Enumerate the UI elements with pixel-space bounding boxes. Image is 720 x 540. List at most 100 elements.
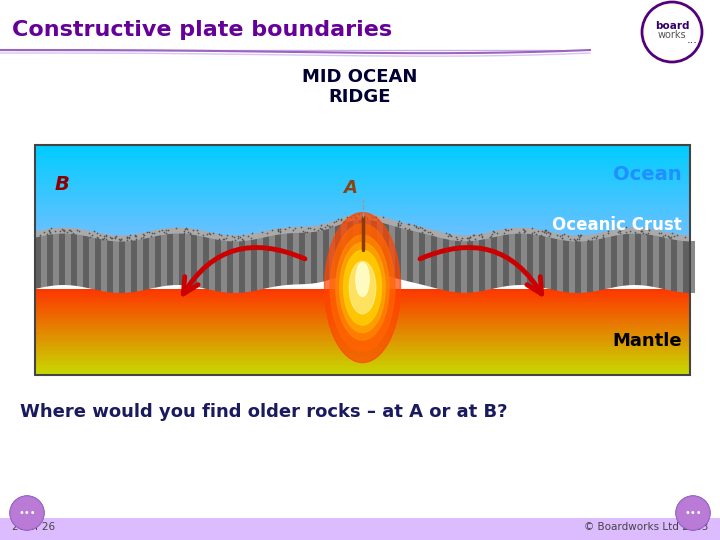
Polygon shape <box>455 240 461 293</box>
Bar <box>35 154 690 156</box>
Circle shape <box>11 497 43 529</box>
Point <box>653 229 665 238</box>
Bar <box>35 195 690 198</box>
Point <box>451 235 462 244</box>
Point <box>393 217 405 225</box>
Point <box>272 226 284 234</box>
Point <box>279 225 290 233</box>
Point <box>330 217 341 225</box>
Text: Where would you find older rocks – at A or at B?: Where would you find older rocks – at A … <box>20 403 508 421</box>
Point <box>467 231 479 239</box>
Polygon shape <box>359 219 365 271</box>
Point <box>66 227 77 235</box>
Ellipse shape <box>330 224 395 352</box>
Bar <box>35 195 690 197</box>
Polygon shape <box>317 230 323 283</box>
Bar <box>35 194 690 195</box>
Polygon shape <box>347 220 353 274</box>
Point <box>345 213 356 222</box>
Polygon shape <box>365 219 371 272</box>
Polygon shape <box>419 232 425 286</box>
Bar <box>35 191 690 193</box>
Bar <box>35 176 690 178</box>
Point <box>564 234 575 243</box>
Bar <box>35 188 690 191</box>
Point <box>410 222 421 231</box>
Point <box>370 213 382 221</box>
Circle shape <box>676 496 710 530</box>
Bar <box>35 301 690 303</box>
Point <box>216 231 228 240</box>
Polygon shape <box>113 241 119 293</box>
Point <box>327 221 338 230</box>
Point <box>395 219 407 227</box>
Polygon shape <box>305 232 311 284</box>
Polygon shape <box>245 239 251 292</box>
Point <box>115 235 127 244</box>
Point <box>100 235 112 244</box>
Point <box>624 227 636 235</box>
Bar <box>35 177 690 179</box>
Polygon shape <box>269 234 275 288</box>
Point <box>213 230 225 238</box>
Point <box>338 218 349 226</box>
Bar <box>35 183 690 185</box>
Circle shape <box>677 497 709 529</box>
Point <box>392 220 404 229</box>
Bar <box>0 518 720 540</box>
Bar <box>35 302 690 305</box>
Polygon shape <box>467 240 473 293</box>
Polygon shape <box>539 235 545 288</box>
Bar <box>35 145 690 375</box>
Bar <box>35 200 690 203</box>
Point <box>332 215 343 224</box>
Ellipse shape <box>325 213 400 362</box>
Bar <box>35 162 690 164</box>
Point <box>234 233 246 241</box>
Bar <box>35 157 690 159</box>
Point <box>526 228 538 237</box>
Point <box>123 232 135 241</box>
Bar <box>35 168 690 170</box>
Point <box>464 235 475 244</box>
Point <box>572 233 584 241</box>
Point <box>124 233 135 242</box>
Point <box>668 232 680 241</box>
Point <box>440 229 451 238</box>
Point <box>498 228 509 237</box>
Point <box>160 226 171 234</box>
Point <box>302 224 313 233</box>
Point <box>426 230 438 239</box>
Bar <box>35 215 690 217</box>
Bar <box>35 186 690 188</box>
Bar <box>35 150 690 152</box>
Bar <box>35 205 690 206</box>
Bar <box>35 304 690 306</box>
Bar <box>35 362 690 365</box>
Point <box>613 226 625 235</box>
Bar <box>35 292 690 294</box>
Point <box>61 228 73 237</box>
Point <box>409 221 420 230</box>
Polygon shape <box>563 240 569 293</box>
Point <box>418 226 430 235</box>
Bar <box>35 368 690 370</box>
Point <box>141 228 153 237</box>
Bar <box>35 161 690 163</box>
Bar <box>35 323 690 325</box>
Bar <box>35 232 690 234</box>
Bar <box>35 188 690 190</box>
Point <box>130 235 141 244</box>
Bar <box>35 339 690 341</box>
Point <box>468 231 480 239</box>
Point <box>562 232 574 240</box>
Polygon shape <box>377 221 383 275</box>
Polygon shape <box>311 231 317 284</box>
Point <box>71 226 83 234</box>
Point <box>621 227 632 236</box>
Bar <box>35 355 690 358</box>
Point <box>414 223 426 232</box>
Point <box>116 235 127 244</box>
Point <box>220 234 231 242</box>
Point <box>613 228 624 237</box>
